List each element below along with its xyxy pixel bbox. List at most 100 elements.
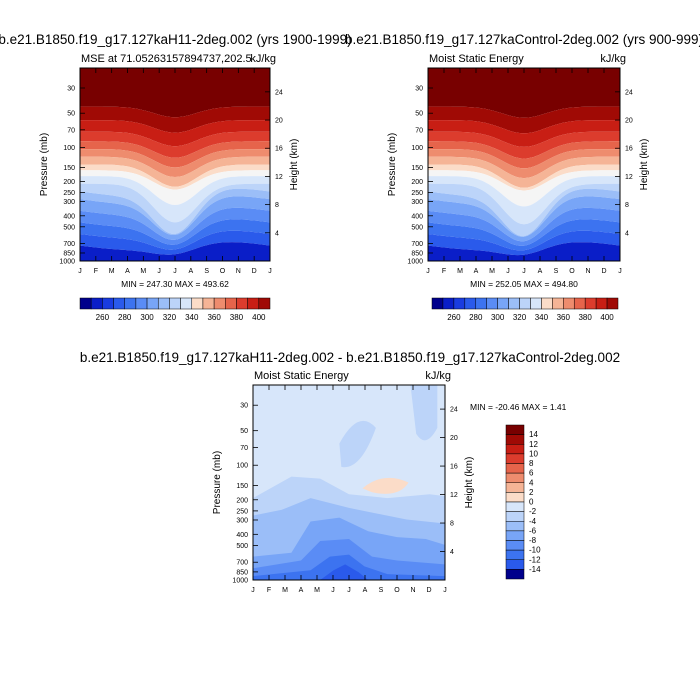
x-tick-label: A <box>299 587 304 594</box>
y-tick-label: 200 <box>63 179 75 186</box>
colorbar-label: -12 <box>529 555 541 564</box>
panel-title: b.e21.B1850.f19_g17.127kaH11-2deg.002 (y… <box>0 32 352 47</box>
colorbar-box <box>505 569 525 580</box>
colorbar-box <box>505 472 525 483</box>
colorbar-box <box>563 297 575 310</box>
y2-tick-label: 12 <box>275 174 283 181</box>
colorbar-box <box>157 297 170 310</box>
y-axis-label: Pressure (mb) <box>387 133 398 196</box>
y-tick-label: 400 <box>411 213 423 220</box>
colorbar-label: -6 <box>529 526 537 535</box>
x-tick-label: N <box>410 587 415 594</box>
x-tick-label: J <box>157 268 161 275</box>
minmax-label: MIN = 247.30 MAX = 493.62 <box>121 279 229 289</box>
colorbar-label: 380 <box>230 313 244 322</box>
contour-field-1 <box>80 68 270 261</box>
colorbar-label: 380 <box>578 313 592 322</box>
contour-band <box>428 188 620 237</box>
colorbar-box <box>505 549 525 560</box>
colorbar-box <box>90 297 103 310</box>
colorbar-box <box>508 297 520 310</box>
contour-band <box>80 68 270 118</box>
contour-band <box>80 156 270 187</box>
x-tick-label: J <box>173 268 177 275</box>
x-tick-label: M <box>457 268 463 275</box>
colorbar-box <box>505 424 525 435</box>
colorbar-box <box>519 297 531 310</box>
x-tick-label: M <box>489 268 495 275</box>
x-tick-label: O <box>569 268 575 275</box>
colorbar-box <box>225 297 237 310</box>
x-tick-label: M <box>282 587 288 594</box>
y2-tick-label: 24 <box>275 89 283 96</box>
colorbar-box <box>247 297 260 310</box>
y2-axis-label: Height (km) <box>464 457 475 509</box>
contour-band <box>428 131 620 159</box>
colorbar-box <box>431 297 444 310</box>
x-tick-label: N <box>585 268 590 275</box>
y-tick-label: 150 <box>236 483 248 490</box>
colorbar-label: 4 <box>529 478 534 487</box>
contour-band <box>428 183 620 237</box>
y2-tick-label: 12 <box>450 492 458 499</box>
contour-band <box>80 219 270 250</box>
contour-band <box>80 131 270 158</box>
contour-band <box>80 196 270 240</box>
colorbar-box <box>505 492 525 503</box>
contour-band <box>428 219 620 251</box>
y-axis-label: Pressure (mb) <box>39 133 50 196</box>
minmax-label: MIN = 252.05 MAX = 494.80 <box>470 279 578 289</box>
x-tick-label: D <box>252 268 257 275</box>
x-tick-label: D <box>426 587 431 594</box>
x-tick-label: S <box>554 268 559 275</box>
contour-band <box>428 149 620 179</box>
y-tick-label: 500 <box>411 224 423 231</box>
contour-band <box>80 120 270 147</box>
y2-tick-label: 8 <box>625 202 629 209</box>
colorbar-box <box>258 297 271 310</box>
x-tick-label: J <box>331 587 335 594</box>
colorbar-label: 12 <box>529 440 538 449</box>
y-tick-label: 70 <box>415 127 423 134</box>
colorbar-label: 340 <box>185 313 199 322</box>
panel-field-label: Moist Static Energy <box>254 370 349 382</box>
y2-tick-label: 12 <box>625 174 633 181</box>
colorbar-box <box>505 511 525 522</box>
colorbar-label: -10 <box>529 546 541 555</box>
colorbar-box <box>453 297 466 310</box>
contour-band <box>80 149 270 177</box>
y2-tick-label: 16 <box>450 464 458 471</box>
colorbar-label: 280 <box>469 313 483 322</box>
x-tick-label: J <box>618 268 622 275</box>
colorbar-box <box>475 297 487 310</box>
y-tick-label: 300 <box>236 517 248 524</box>
y2-tick-label: 4 <box>625 230 629 237</box>
x-tick-label: N <box>236 268 241 275</box>
x-tick-label: F <box>94 268 98 275</box>
y-tick-label: 100 <box>63 145 75 152</box>
colorbar-label: 10 <box>529 449 538 458</box>
y-tick-label: 1000 <box>407 259 423 266</box>
y-tick-label: 850 <box>63 250 75 257</box>
axes-panel-2: b.e21.B1850.f19_g17.127kaControl-2deg.00… <box>345 32 700 275</box>
y-tick-label: 1000 <box>232 578 248 585</box>
colorbar-label: 2 <box>529 488 534 497</box>
y-tick-label: 50 <box>415 111 423 118</box>
colorbar-box <box>464 297 477 310</box>
colorbar-box <box>505 434 525 445</box>
colorbar-label: 360 <box>557 313 571 322</box>
x-tick-label: J <box>443 587 447 594</box>
y-tick-label: 300 <box>411 199 423 206</box>
y2-tick-label: 20 <box>275 118 283 125</box>
colorbar-label: -2 <box>529 507 537 516</box>
x-tick-label: J <box>506 268 510 275</box>
panel-field-label: MSE at 71.05263157894737,202.5 <box>81 53 252 65</box>
colorbar-box <box>79 297 92 310</box>
colorbar-box <box>213 297 226 310</box>
colorbar-label: 340 <box>535 313 549 322</box>
y-tick-label: 400 <box>63 213 75 220</box>
panel-units-label: kJ/kg <box>425 370 451 382</box>
y-tick-label: 70 <box>67 127 75 134</box>
contour-band <box>80 176 270 223</box>
